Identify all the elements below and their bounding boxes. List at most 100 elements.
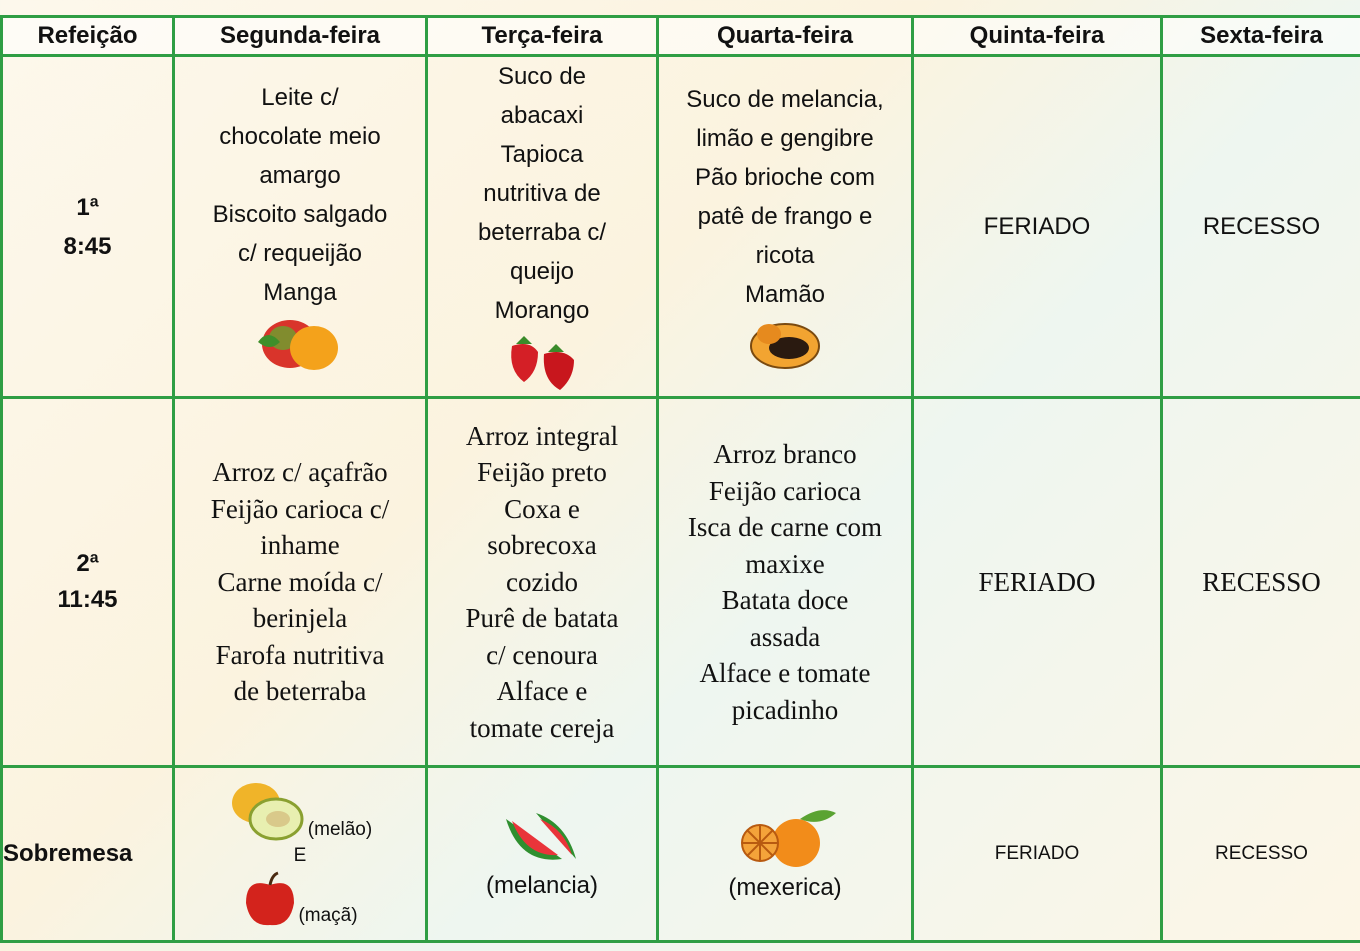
menu-cell: Arroz integral Feijão preto Coxa e sobrecox…: [425, 396, 659, 768]
menu-line: de beterraba: [233, 676, 367, 707]
menu-cell: (melão) E (maçã): [172, 765, 428, 943]
menu-cell: RECESSO: [1160, 396, 1360, 768]
menu-line: Tapioca: [500, 141, 584, 168]
menu-line: FERIADO: [994, 843, 1080, 864]
menu-line: Suco de melancia,: [686, 85, 884, 113]
menu-line: RECESSO: [1202, 566, 1321, 597]
menu-line: ricota: [755, 241, 815, 269]
menu-line: chocolate meio: [219, 122, 381, 150]
menu-cell: Leite c/chocolate meio amargo Biscoito sal…: [172, 54, 428, 399]
menu-cell: Arroz c/ açafrão Feijão carioca c/inhame C…: [172, 396, 428, 768]
menu-line: Feijão carioca c/: [210, 493, 390, 524]
menu-line: Feijão carioca: [708, 475, 862, 506]
header-cell: Quarta-feira: [656, 15, 914, 57]
menu-line: RECESSO: [1215, 843, 1308, 864]
fruit-drawing: [511, 336, 574, 390]
menu-line: patê de frango e: [697, 202, 873, 230]
fruit-icon: [177, 314, 424, 374]
menu-line: Batata doce: [721, 585, 849, 615]
dessert-text: (melão): [307, 819, 373, 840]
menu-cell: Suco de abacaxi Tapioca nutritiva de beterra…: [425, 54, 659, 399]
dessert-text: E: [293, 845, 307, 866]
menu-cell: (mexerica): [656, 765, 914, 943]
fruit-drawing: [258, 319, 338, 370]
menu-line: Mamão: [744, 280, 826, 308]
header-row: Refeição Segunda-feira Terça-feira Quarta-f…: [0, 15, 1360, 57]
menu-line: Feijão preto: [477, 457, 607, 488]
menu-table: Refeição Segunda-feira Terça-feira Quarta-f…: [0, 15, 1360, 943]
menu-line: Arroz integral: [465, 420, 619, 451]
menu-cell: (melancia): [425, 765, 659, 943]
header-cell: Refeição: [0, 15, 175, 57]
menu-cell: RECESSO: [1160, 54, 1360, 399]
menu-line: Arroz c/ açafrão: [212, 457, 388, 488]
menu-cell: FERIADO: [911, 765, 1163, 943]
menu-line: c/ cenoura: [486, 639, 598, 670]
menu-row: 1ª 8:45 Leite c/chocolate meio amargo Biscoi…: [0, 54, 1360, 399]
menu-line: picadinho: [731, 694, 839, 725]
meal-label-line: 8:45: [63, 232, 112, 260]
menu-line: Carne moída c/: [217, 566, 383, 597]
menu-row: Sobremesa (melão) E (maçã) (melancia) (mexeri…: [0, 765, 1360, 943]
fruit-drawing: [231, 783, 304, 841]
fruit-icon: [430, 332, 655, 394]
menu-line: amargo: [259, 161, 341, 189]
menu-line: assada: [749, 621, 821, 652]
menu-line: inhame: [260, 530, 340, 561]
menu-line: maxixe: [745, 548, 825, 579]
meal-label: 1ª 8:45: [0, 54, 175, 399]
menu-line: beterraba c/: [477, 219, 607, 246]
fruit-drawing: [246, 871, 295, 926]
menu-cell: RECESSO: [1160, 765, 1360, 943]
meal-label-line: Sobremesa: [3, 840, 133, 867]
menu-line: Alface e tomate: [699, 658, 871, 688]
menu-line: Suco de: [497, 63, 587, 90]
menu-line: Pão brioche com: [694, 163, 876, 191]
menu-row: 2ª 11:45 Arroz c/ açafrão Feijão carioca c/…: [0, 396, 1360, 768]
menu-line: Morango: [494, 297, 590, 324]
menu-line: limão e gengibre: [696, 124, 874, 152]
menu-table-wrap: Refeição Segunda-feira Terça-feira Quarta-f…: [0, 15, 1360, 943]
dessert-line: (melão): [177, 779, 424, 843]
menu-line: cozido: [506, 566, 578, 597]
meal-label: 2ª 11:45: [0, 396, 175, 768]
menu-line: tomate cereja: [469, 712, 615, 743]
header-cell: Segunda-feira: [172, 15, 428, 57]
menu-line: berinjela: [252, 603, 348, 634]
fruit-icon: [430, 809, 655, 869]
menu-line: RECESSO: [1202, 213, 1321, 240]
menu-line: Farofa nutritiva: [215, 639, 385, 670]
menu-line: Alface e: [496, 676, 588, 707]
meal-label-line: 1ª: [76, 193, 99, 221]
fruit-drawing: [741, 810, 836, 867]
menu-line: Manga: [263, 278, 337, 306]
menu-line: FERIADO: [983, 213, 1091, 240]
menu-line: nutritiva de: [483, 180, 601, 207]
header-cell: Sexta-feira: [1160, 15, 1360, 57]
meal-label: Sobremesa: [0, 765, 175, 943]
menu-line: Leite c/: [261, 83, 339, 111]
menu-line: abacaxi: [500, 102, 584, 129]
menu-cell: Arroz branco Feijão carioca Isca de carne …: [656, 396, 914, 768]
header-cell: Terça-feira: [425, 15, 659, 57]
fruit-icon: [661, 316, 910, 372]
menu-line: queijo: [509, 258, 575, 285]
menu-line: Arroz branco: [713, 439, 857, 469]
menu-line: (melancia): [485, 872, 599, 899]
menu-line: Coxa e: [504, 493, 580, 524]
fruit-drawing: [750, 322, 820, 369]
menu-line: sobrecoxa: [487, 530, 597, 561]
dessert-line: (maçã): [177, 869, 424, 929]
meal-label-line: 2ª: [76, 549, 99, 577]
fruit-icon: [661, 807, 910, 871]
header-cell: Quinta-feira: [911, 15, 1163, 57]
menu-line: c/ requeijão: [237, 239, 363, 267]
menu-line: Purê de batata: [465, 603, 619, 634]
menu-line: Isca de carne com: [687, 512, 883, 542]
menu-cell: FERIADO: [911, 396, 1163, 768]
fruit-drawing: [506, 813, 576, 860]
dessert-text: (maçã): [298, 905, 358, 926]
menu-line: (mexerica): [728, 874, 842, 901]
menu-line: FERIADO: [978, 566, 1096, 597]
